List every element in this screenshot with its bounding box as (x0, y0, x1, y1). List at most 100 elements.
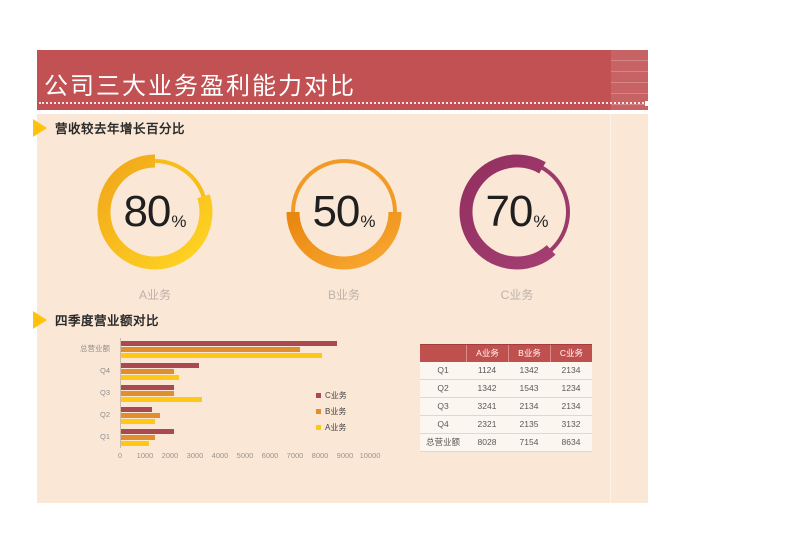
slide-title: 公司三大业务盈利能力对比 (44, 72, 356, 100)
ring-value-number: 50 (312, 187, 360, 236)
bar-Q4-C业务 (121, 363, 200, 368)
vertical-guide-line (610, 114, 611, 503)
table-header-cell: C业务 (550, 345, 592, 362)
ring-value: 70% (455, 150, 579, 274)
ring-value-arc (459, 154, 556, 270)
bar-总营业额-C业务 (121, 341, 337, 346)
bar-Q1-A业务 (121, 441, 150, 446)
donut-ring-svg (97, 154, 213, 270)
x-axis-tick-label: 7000 (286, 451, 304, 460)
bar-chart[interactable] (120, 338, 371, 448)
table-row: Q3 3241 2134 2134 (420, 398, 592, 416)
section-title: 营收较去年增长百分比 (55, 122, 186, 136)
legend-swatch (316, 393, 321, 398)
table-cell: 7154 (508, 434, 550, 452)
table-row: Q1 1124 1342 2134 (420, 362, 592, 380)
x-axis-tick-label: 1000 (136, 451, 154, 460)
legend-item-B业务: B业务 (316, 406, 347, 417)
ring-value-arc (97, 154, 213, 270)
donut-chart-b[interactable]: 50% B业务 (282, 150, 406, 303)
triangle-marker-icon (33, 118, 47, 137)
percent-sign: % (171, 212, 187, 231)
legend-label: B业务 (325, 407, 347, 416)
section-title: 四季度营业额对比 (55, 314, 160, 328)
table-header-cell: B业务 (508, 345, 550, 362)
ring-value-number: 80 (123, 187, 171, 236)
ring-value-number: 70 (485, 187, 533, 236)
table-cell: 2135 (508, 416, 550, 434)
x-axis-tick-label: 10000 (359, 451, 381, 460)
dotted-divider (39, 102, 644, 104)
bar-chart-x-axis: 0 1000 2000 3000 4000 5000 6000 7000 8000 9000 100… (118, 451, 381, 461)
x-axis-tick-label: 6000 (261, 451, 279, 460)
title-bar-side-panel (611, 50, 648, 110)
legend-label: A业务 (325, 423, 347, 432)
table-row: 总营业额 8028 7154 8634 (420, 434, 592, 452)
x-axis-tick-label: 9000 (336, 451, 354, 460)
ring-value: 50% (282, 150, 406, 274)
table-cell: Q3 (420, 398, 466, 416)
bar-chart-category-labels: 总营业额 Q4 Q3 Q2 Q1 (55, 338, 115, 448)
table-cell: 8028 (466, 434, 508, 452)
section-header-quarters: 四季度营业额对比 (33, 310, 159, 329)
bar-Q4-B业务 (121, 369, 175, 374)
ring-label: A业务 (138, 288, 171, 302)
table-cell: Q2 (420, 380, 466, 398)
ring-value: 80% (93, 150, 217, 274)
donut-chart-a[interactable]: 80% A业务 (93, 150, 217, 303)
bar-Q3-B业务 (121, 391, 175, 396)
table-header-cell (420, 345, 466, 362)
bar-Q2-B业务 (121, 413, 160, 418)
ring-label: B业务 (327, 288, 360, 302)
table-row: Q2 1342 1543 1234 (420, 380, 592, 398)
percent-sign: % (360, 212, 376, 231)
category-label: Q2 (99, 410, 110, 419)
table-cell: 2134 (508, 398, 550, 416)
table-cell: 3241 (466, 398, 508, 416)
bar-Q2-C业务 (121, 407, 152, 412)
table-cell: Q4 (420, 416, 466, 434)
table-cell: 1124 (466, 362, 508, 380)
triangle-marker-icon (33, 310, 47, 329)
bar-Q4-A业务 (121, 375, 179, 380)
table-cell: 3132 (550, 416, 592, 434)
table-cell: 2134 (550, 362, 592, 380)
table-row: Q4 2321 2135 3132 (420, 416, 592, 434)
donut-chart-c[interactable]: 70% C业务 (455, 150, 579, 303)
legend-swatch (316, 425, 321, 430)
table-cell: 1342 (466, 380, 508, 398)
legend-swatch (316, 409, 321, 414)
bar-Q1-C业务 (121, 429, 175, 434)
category-label: Q3 (99, 388, 110, 397)
bar-总营业额-A业务 (121, 353, 322, 358)
category-label: 总营业额 (80, 344, 110, 353)
donut-ring-svg (459, 154, 570, 270)
bar-总营业额-B业务 (121, 347, 300, 352)
table-cell: 2321 (466, 416, 508, 434)
x-axis-tick-label: 0 (117, 451, 123, 460)
x-axis-tick-label: 8000 (311, 451, 329, 460)
legend-item-C业务: C业务 (316, 390, 347, 401)
slide-title-bar[interactable]: 公司三大业务盈利能力对比 (37, 50, 650, 110)
legend-item-A业务: A业务 (316, 422, 347, 433)
table-header-row: A业务 B业务 C业务 (420, 344, 592, 362)
table-header-cell: A业务 (466, 345, 508, 362)
bar-Q2-A业务 (121, 419, 155, 424)
bar-Q1-B业务 (121, 435, 155, 440)
ring-label: C业务 (500, 288, 534, 302)
bar-chart-legend: C业务 B业务 A业务 (316, 390, 347, 438)
x-axis-tick-label: 3000 (186, 451, 204, 460)
table-cell: Q1 (420, 362, 466, 380)
table-cell: 8634 (550, 434, 592, 452)
table-cell: 总营业额 (420, 434, 466, 452)
table-cell: 1342 (508, 362, 550, 380)
data-table[interactable]: A业务 B业务 C业务 Q1 1124 1342 2134 Q2 1342 1543 1234 Q3 3… (420, 344, 592, 452)
category-label: Q1 (99, 432, 110, 441)
x-axis-tick-label: 4000 (211, 451, 229, 460)
table-cell: 1234 (550, 380, 592, 398)
table-cell: 1543 (508, 380, 550, 398)
donut-ring-svg (286, 159, 402, 270)
category-label: Q4 (99, 366, 110, 375)
percent-sign: % (533, 212, 549, 231)
